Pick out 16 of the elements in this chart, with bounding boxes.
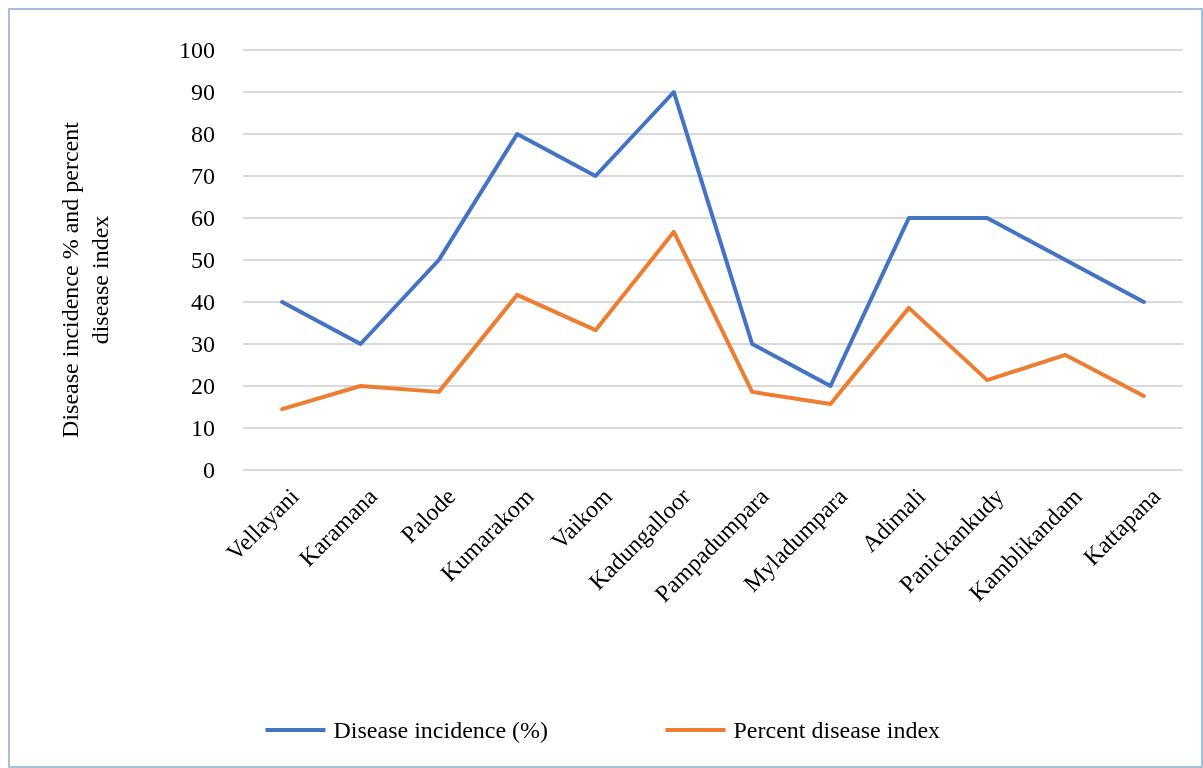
y-tick-label: 40 (191, 289, 215, 316)
y-axis-title: Disease incidence % and percent disease index (57, 121, 113, 438)
y-tick-label: 10 (191, 415, 215, 442)
y-tick-label: 70 (191, 163, 215, 190)
legend-label: Disease incidence (%) (333, 717, 549, 744)
legend-label: Percent disease index (733, 717, 941, 744)
y-tick-label: 20 (191, 373, 215, 400)
y-tick-label: 80 (191, 121, 215, 148)
y-tick-label: 50 (191, 247, 215, 274)
y-tick-label: 100 (179, 37, 215, 64)
y-tick-label: 90 (191, 79, 215, 106)
y-tick-label: 60 (191, 205, 215, 232)
y-tick-label: 0 (203, 457, 215, 484)
line-series (280, 229, 1146, 412)
y-tick-label: 30 (191, 331, 215, 358)
line-series (280, 90, 1146, 388)
